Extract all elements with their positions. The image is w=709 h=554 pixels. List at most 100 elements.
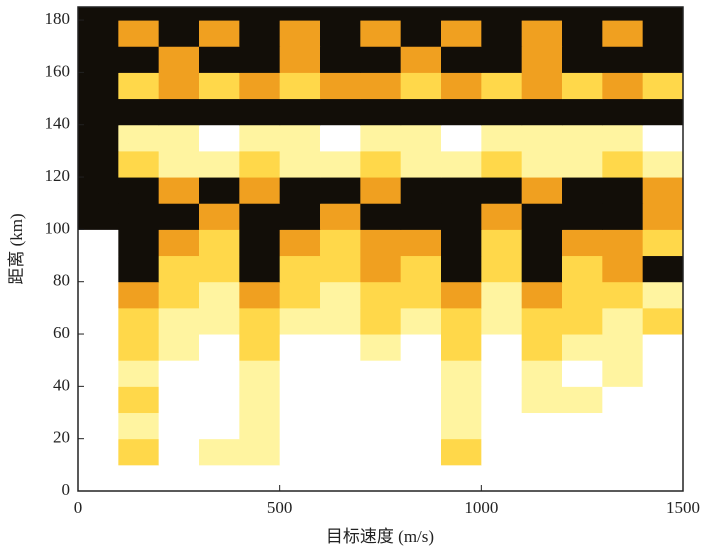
- heat-cell: [199, 177, 240, 204]
- heat-cell: [481, 334, 523, 361]
- heat-cell: [360, 464, 402, 492]
- heat-cell: [279, 229, 321, 257]
- heat-cell: [521, 438, 563, 466]
- heat-cell: [562, 386, 603, 414]
- heat-cell: [118, 98, 160, 126]
- heat-cell: [521, 229, 563, 257]
- heat-cell: [158, 229, 200, 257]
- heat-cell: [400, 203, 442, 230]
- heat-cell: [441, 438, 482, 466]
- heat-cell: [279, 72, 321, 100]
- heat-cell: [602, 177, 644, 204]
- heat-cell: [239, 255, 281, 283]
- heat-cell: [78, 150, 119, 178]
- heat-cell: [481, 203, 523, 230]
- heat-cell: [521, 203, 563, 230]
- heat-cell: [158, 386, 200, 414]
- heat-cell: [158, 203, 200, 230]
- heat-cell: [199, 72, 240, 100]
- heat-cell: [360, 98, 402, 126]
- heat-cell: [562, 7, 603, 21]
- heat-cell: [320, 7, 361, 21]
- heat-cell: [158, 255, 200, 283]
- heat-cell: [158, 281, 200, 309]
- heat-cell: [521, 360, 563, 387]
- heat-cell: [239, 72, 281, 100]
- heat-cell: [118, 464, 160, 492]
- heat-cell: [642, 386, 684, 414]
- y-tick-label: 160: [45, 61, 71, 80]
- x-tick-label: 0: [74, 498, 83, 517]
- heat-cell: [441, 7, 482, 21]
- heat-cell: [118, 46, 160, 73]
- heat-cell: [481, 72, 523, 100]
- heat-cell: [481, 255, 523, 283]
- heat-cell: [400, 46, 442, 73]
- heat-cell: [320, 255, 361, 283]
- heat-cell: [239, 464, 281, 492]
- y-tick-label: 180: [45, 9, 71, 28]
- heat-cell: [400, 7, 442, 21]
- heat-cell: [239, 412, 281, 440]
- heat-cell: [320, 334, 361, 361]
- heat-cell: [320, 124, 361, 152]
- heat-cell: [199, 307, 240, 335]
- heat-cell: [78, 255, 119, 283]
- heat-cell: [642, 255, 684, 283]
- heat-cell: [78, 334, 119, 361]
- heat-cell: [562, 203, 603, 230]
- y-tick-label: 20: [53, 428, 70, 447]
- heat-cell: [521, 177, 563, 204]
- y-axis-label: 距离 (km): [7, 213, 26, 284]
- heat-cell: [320, 307, 361, 335]
- y-tick-label: 120: [45, 166, 71, 185]
- x-tick-label: 1000: [464, 498, 498, 517]
- heat-cell: [562, 72, 603, 100]
- heat-cell: [279, 464, 321, 492]
- heat-cell: [400, 150, 442, 178]
- heat-cell: [642, 464, 684, 492]
- y-tick-label: 140: [45, 114, 71, 133]
- heat-cell: [239, 177, 281, 204]
- heat-cell: [199, 7, 240, 21]
- heat-cell: [118, 438, 160, 466]
- heat-cell: [642, 307, 684, 335]
- heat-cell: [400, 20, 442, 47]
- heat-cell: [360, 386, 402, 414]
- heat-cell: [562, 177, 603, 204]
- heat-cell: [441, 334, 482, 361]
- heat-cell: [78, 203, 119, 230]
- heat-cell: [158, 124, 200, 152]
- heat-cell: [279, 177, 321, 204]
- heat-cell: [562, 255, 603, 283]
- heat-cell: [118, 386, 160, 414]
- heat-cell: [199, 334, 240, 361]
- heat-cell: [78, 229, 119, 257]
- heat-cell: [642, 334, 684, 361]
- x-tick-label: 1500: [666, 498, 700, 517]
- heat-cell: [441, 203, 482, 230]
- heat-cell: [118, 412, 160, 440]
- heat-cell: [400, 334, 442, 361]
- heat-cell: [360, 334, 402, 361]
- heat-cell: [118, 334, 160, 361]
- heat-cell: [279, 255, 321, 283]
- heat-cell: [320, 150, 361, 178]
- heat-cell: [562, 281, 603, 309]
- heat-cell: [199, 281, 240, 309]
- heat-cell: [521, 386, 563, 414]
- heat-cell: [279, 203, 321, 230]
- heat-cell: [441, 98, 482, 126]
- heat-cell: [118, 124, 160, 152]
- heat-cell: [642, 46, 684, 73]
- heat-cell: [78, 124, 119, 152]
- heat-cell: [279, 386, 321, 414]
- heat-cell: [400, 255, 442, 283]
- heat-cell: [78, 7, 119, 21]
- heat-cell: [441, 281, 482, 309]
- heat-cell: [562, 412, 603, 440]
- heat-cell: [279, 20, 321, 47]
- heat-cell: [400, 386, 442, 414]
- heat-cell: [158, 20, 200, 47]
